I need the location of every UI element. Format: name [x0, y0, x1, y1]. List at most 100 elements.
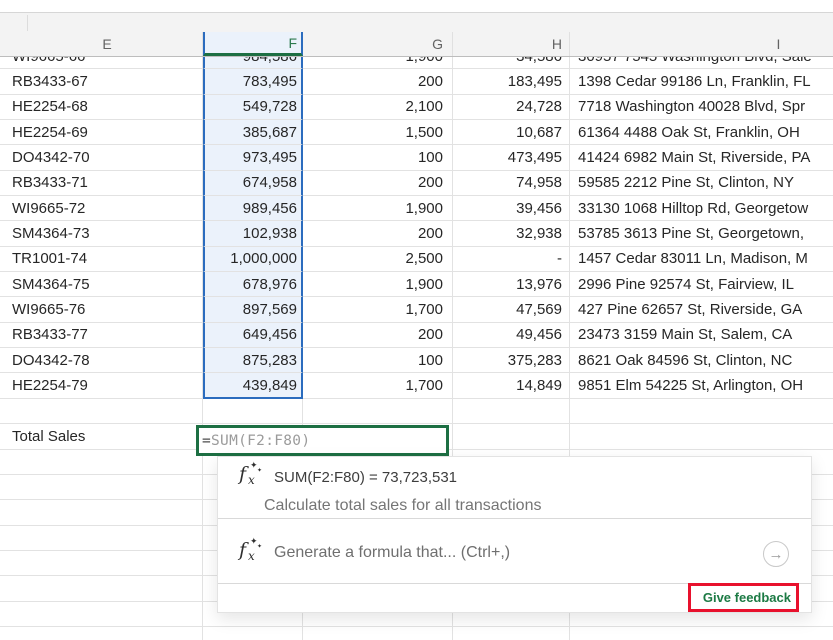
cell-net-amount[interactable]: 39,456	[453, 196, 570, 222]
cell-address[interactable]	[570, 602, 833, 627]
cell-net-amount[interactable]: -	[453, 246, 570, 273]
cell-sales-amount[interactable]: 1,000,000	[203, 246, 303, 273]
cell-net-amount[interactable]: 375,283	[453, 348, 570, 374]
cell-net-amount[interactable]: 49,456	[453, 322, 570, 349]
cell-address[interactable]: 427 Pine 62657 St, Riverside, GA	[570, 297, 833, 323]
cell-net-amount[interactable]	[453, 626, 570, 640]
cell-quantity[interactable]: 100	[303, 348, 453, 374]
cell-net-amount[interactable]	[453, 398, 570, 425]
cell-sales-amount[interactable]: 102,938	[203, 221, 303, 247]
cell-address[interactable]	[570, 627, 833, 640]
cell-transaction-id[interactable]: SM4364-73	[0, 221, 203, 247]
column-header-e[interactable]: E	[0, 32, 203, 56]
cell-quantity[interactable]	[303, 398, 453, 425]
cell-sales-amount[interactable]: 897,569	[203, 297, 303, 323]
cell-sales-amount[interactable]	[203, 626, 303, 640]
cell-address[interactable]: 7718 Washington 40028 Blvd, Spr	[570, 95, 833, 121]
cell-address[interactable]: 8621 Oak 84596 St, Clinton, NC	[570, 348, 833, 374]
cell-address[interactable]: 59585 2212 Pine St, Clinton, NY	[570, 171, 833, 197]
cell-quantity[interactable]: 200	[303, 69, 453, 95]
cell-quantity[interactable]: 1,500	[303, 120, 453, 146]
cell-address[interactable]	[570, 399, 833, 425]
cell-net-amount[interactable]: 47,569	[453, 297, 570, 323]
cell-transaction-id[interactable]: Total Sales	[0, 424, 203, 450]
cell-sales-amount[interactable]	[203, 398, 303, 425]
cell-quantity[interactable]: 100	[303, 145, 453, 171]
cell-transaction-id[interactable]: HE2254-69	[0, 120, 203, 146]
cell-address[interactable]: 23473 3159 Main St, Salem, CA	[570, 323, 833, 349]
cell-quantity[interactable]	[303, 601, 453, 627]
cell-net-amount[interactable]: 473,495	[453, 145, 570, 171]
cell-transaction-id[interactable]: TR1001-74	[0, 246, 203, 273]
cell-net-amount[interactable]: 14,849	[453, 373, 570, 399]
cell-transaction-id[interactable]: WI9665-72	[0, 196, 203, 222]
cell-transaction-id[interactable]	[0, 576, 203, 602]
cell-net-amount[interactable]	[453, 601, 570, 627]
cell-quantity[interactable]: 1,700	[303, 373, 453, 399]
cell-transaction-id[interactable]: RB3433-67	[0, 69, 203, 95]
cell-net-amount[interactable]: 10,687	[453, 120, 570, 146]
cell-address[interactable]: 33130 1068 Hilltop Rd, Georgetow	[570, 196, 833, 222]
cell-net-amount[interactable]: 32,938	[453, 221, 570, 247]
active-formula-cell[interactable]: = SUM(F2:F80)	[196, 425, 449, 456]
cell-address[interactable]: 61364 4488 Oak St, Franklin, OH	[570, 120, 833, 146]
column-header-f[interactable]: F	[203, 32, 303, 56]
cell-transaction-id[interactable]	[0, 550, 203, 577]
cell-quantity[interactable]: 1,900	[303, 272, 453, 298]
cell-transaction-id[interactable]: WI9665-76	[0, 297, 203, 323]
cell-transaction-id[interactable]: HE2254-79	[0, 373, 203, 399]
cell-address[interactable]	[570, 424, 833, 450]
cell-sales-amount[interactable]: 989,456	[203, 196, 303, 222]
cell-sales-amount[interactable]: 649,456	[203, 322, 303, 349]
cell-transaction-id[interactable]	[0, 449, 203, 475]
cell-sales-amount[interactable]: 875,283	[203, 348, 303, 374]
cell-transaction-id[interactable]	[0, 500, 203, 526]
cell-transaction-id[interactable]	[0, 525, 203, 551]
cell-transaction-id[interactable]: HE2254-68	[0, 94, 203, 121]
cell-quantity[interactable]	[303, 626, 453, 640]
cell-quantity[interactable]: 1,900	[303, 196, 453, 222]
cell-sales-amount[interactable]: 674,958	[203, 170, 303, 197]
cell-transaction-id[interactable]: SM4364-75	[0, 272, 203, 298]
column-header-g[interactable]: G	[303, 32, 453, 56]
cell-quantity[interactable]: 2,100	[303, 94, 453, 121]
cell-address[interactable]: 53785 3613 Pine St, Georgetown,	[570, 221, 833, 247]
formula-ghost-suggestion: SUM(F2:F80)	[211, 432, 311, 449]
submit-arrow-button[interactable]: →	[763, 541, 789, 567]
cell-sales-amount[interactable]: 973,495	[203, 145, 303, 171]
cell-quantity[interactable]: 1,700	[303, 297, 453, 323]
cell-sales-amount[interactable]: 549,728	[203, 94, 303, 121]
cell-transaction-id[interactable]: RB3433-77	[0, 322, 203, 349]
cell-transaction-id[interactable]: RB3433-71	[0, 170, 203, 197]
cell-quantity[interactable]: 200	[303, 170, 453, 197]
cell-net-amount[interactable]: 183,495	[453, 69, 570, 95]
cell-net-amount[interactable]	[453, 424, 570, 450]
column-header-h[interactable]: H	[453, 32, 570, 56]
cell-transaction-id[interactable]: DO4342-70	[0, 145, 203, 171]
cell-sales-amount[interactable]: 385,687	[203, 120, 303, 146]
cell-sales-amount[interactable]: 783,495	[203, 69, 303, 95]
cell-transaction-id[interactable]: DO4342-78	[0, 348, 203, 374]
cell-address[interactable]: 41424 6982 Main St, Riverside, PA	[570, 145, 833, 171]
cell-transaction-id[interactable]	[0, 601, 203, 627]
cell-address[interactable]: 1457 Cedar 83011 Ln, Madison, M	[570, 247, 833, 273]
cell-sales-amount[interactable]: 678,976	[203, 272, 303, 298]
cell-address[interactable]: 1398 Cedar 99186 Ln, Franklin, FL	[570, 69, 833, 95]
cell-quantity[interactable]: 2,500	[303, 246, 453, 273]
cell-address[interactable]: 9851 Elm 54225 St, Arlington, OH	[570, 373, 833, 399]
column-header-i[interactable]: I	[570, 32, 833, 56]
cell-transaction-id[interactable]	[0, 398, 203, 425]
cell-net-amount[interactable]: 24,728	[453, 94, 570, 121]
cell-transaction-id[interactable]	[0, 626, 203, 640]
cell-quantity[interactable]: 200	[303, 221, 453, 247]
cell-transaction-id[interactable]	[0, 474, 203, 501]
cell-sales-amount[interactable]	[203, 601, 303, 627]
cell-net-amount[interactable]: 13,976	[453, 272, 570, 298]
give-feedback-link[interactable]: Give feedback	[702, 590, 791, 605]
cell-address[interactable]: 2996 Pine 92574 St, Fairview, IL	[570, 272, 833, 298]
cell-quantity[interactable]: 200	[303, 322, 453, 349]
cell-net-amount[interactable]: 74,958	[453, 170, 570, 197]
cell-sales-amount[interactable]: 439,849	[203, 373, 303, 399]
